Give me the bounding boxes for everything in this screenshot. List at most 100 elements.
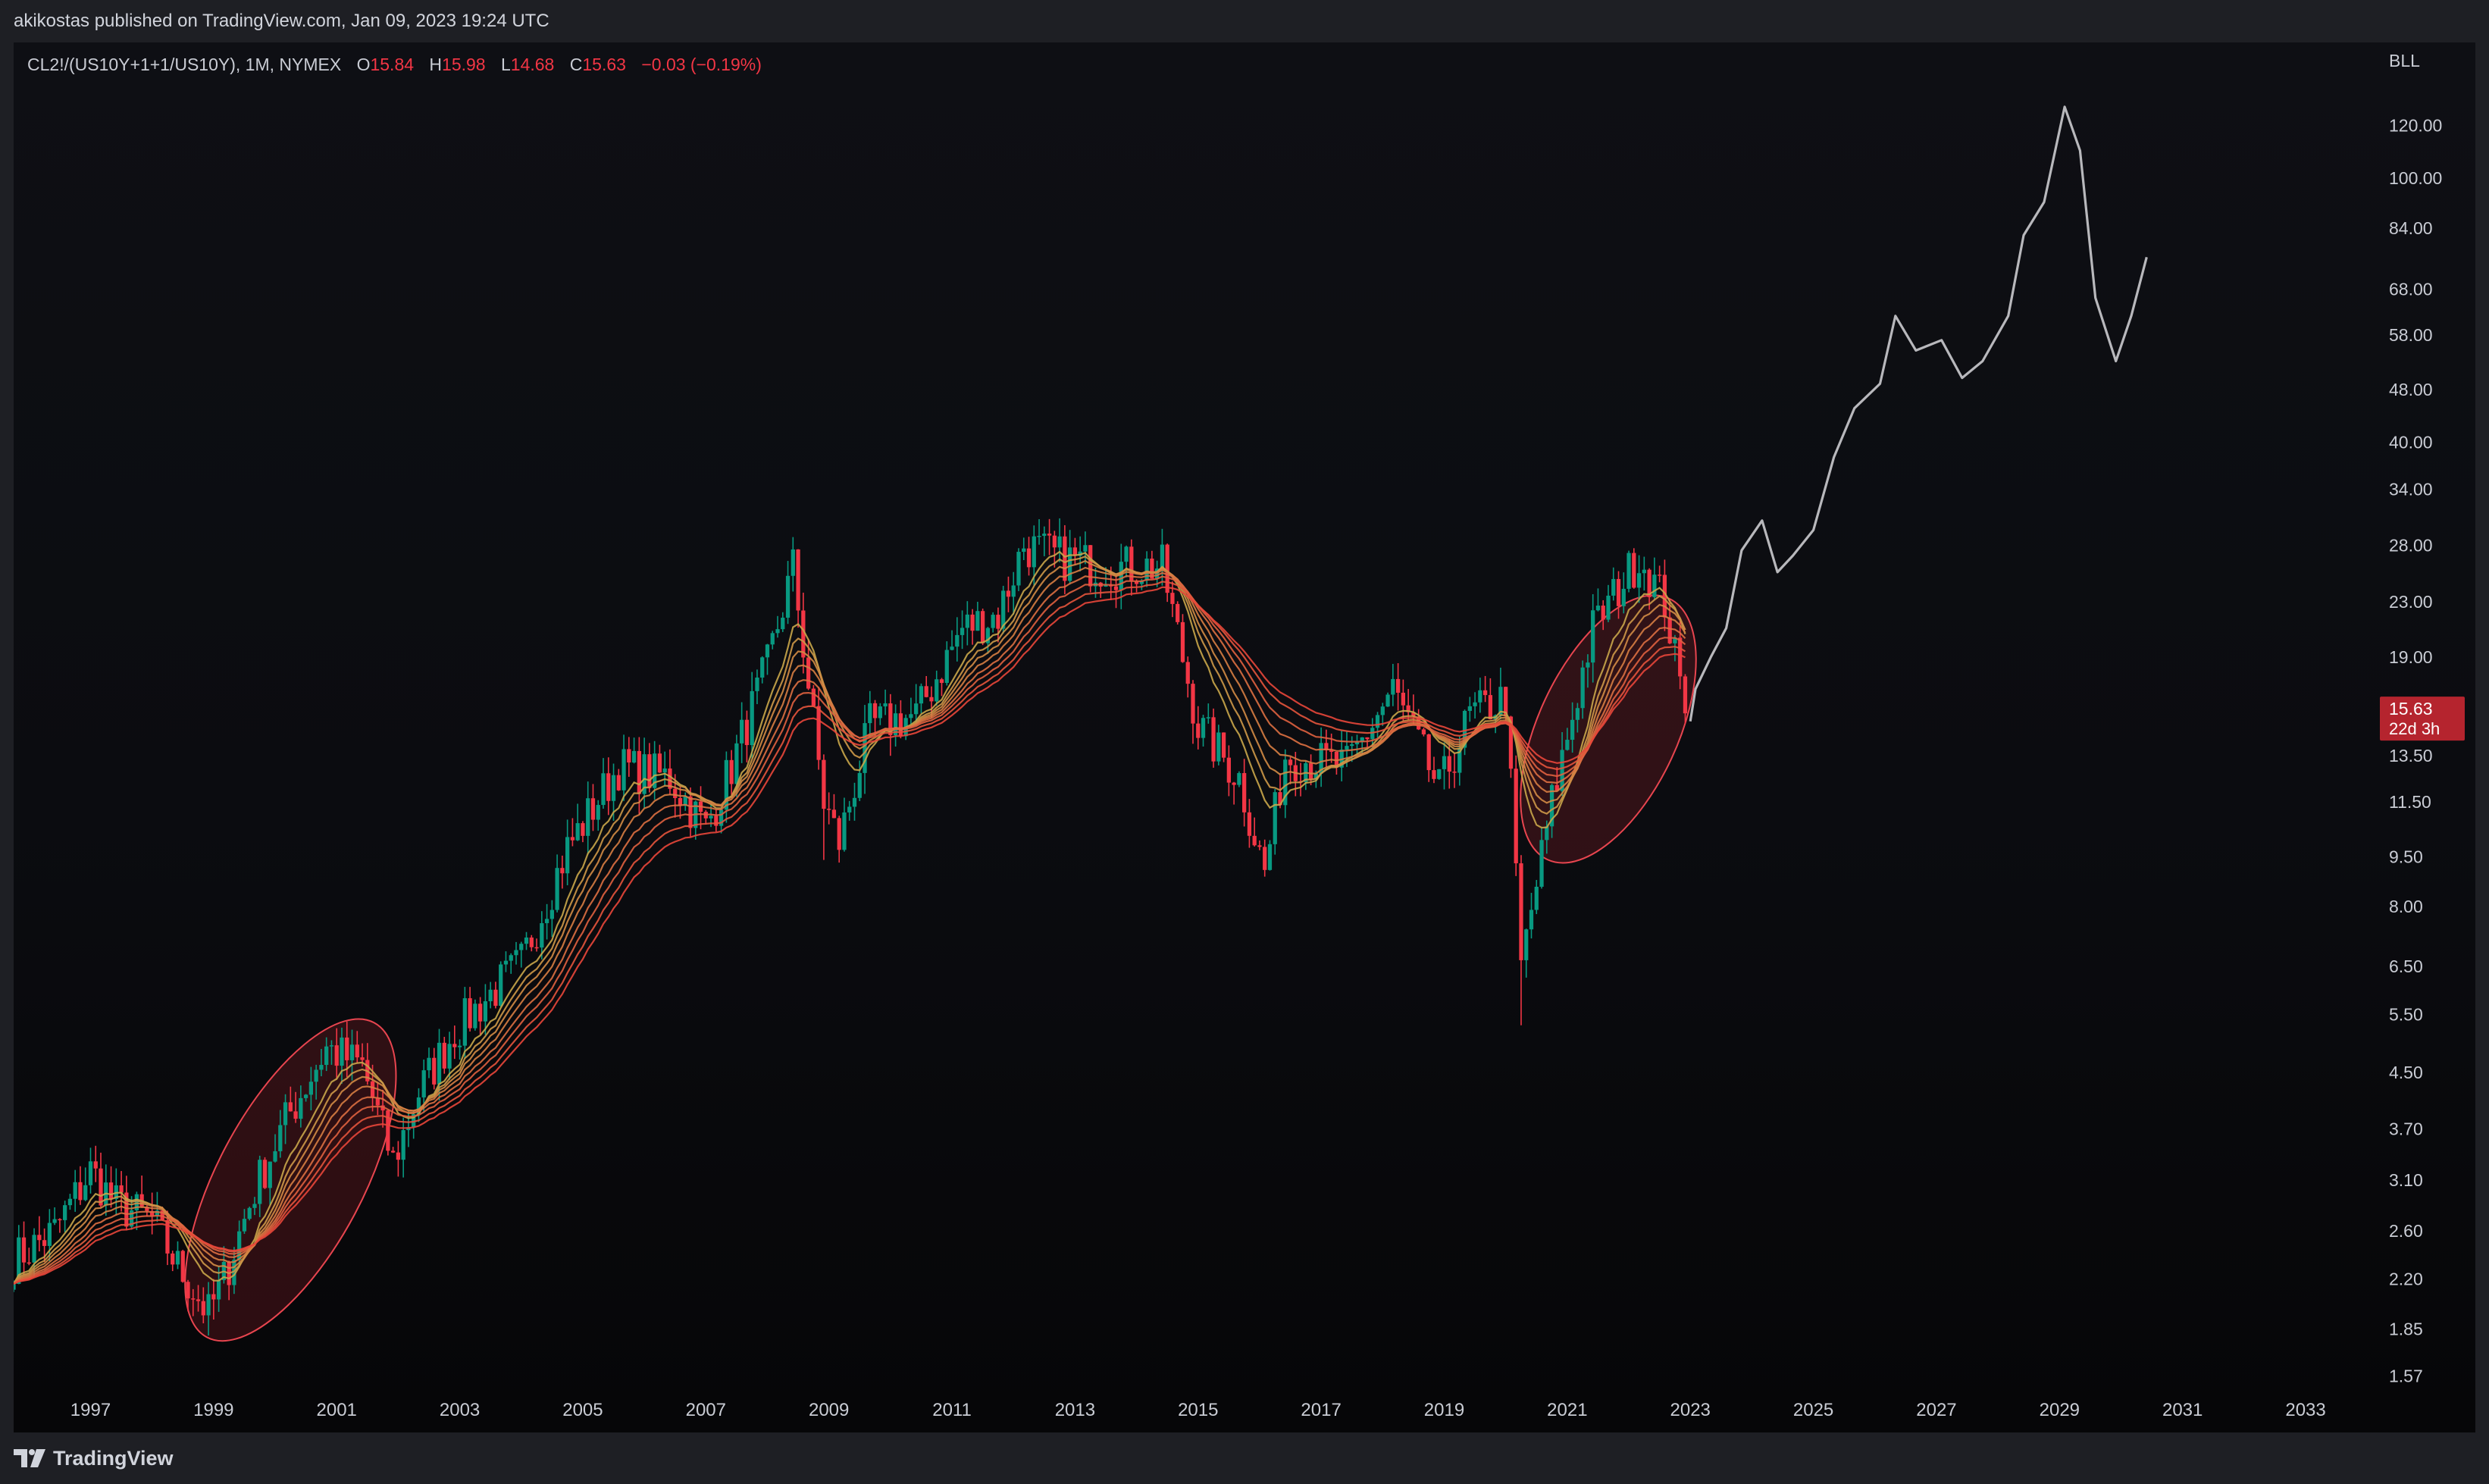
candle-body (781, 617, 785, 630)
candle-body (1621, 588, 1626, 606)
candle-body (1072, 547, 1078, 556)
candle-body (303, 1094, 308, 1098)
candle-body (1288, 759, 1293, 765)
candle-body (1365, 737, 1370, 740)
candle-body (1057, 536, 1062, 548)
time-axis[interactable]: 1997 1999 2001 2003 2005 2007 2009 2011 2013 2015… (70, 1400, 2326, 1420)
candle-body (32, 1235, 36, 1263)
candle-body (935, 679, 939, 702)
candle-body (1129, 546, 1134, 581)
candle-body (1380, 706, 1385, 715)
candle-body (1580, 667, 1585, 709)
candle-body (1375, 715, 1380, 728)
high-value: 15.98 (442, 55, 486, 74)
candle-body (637, 750, 641, 794)
candle-body (852, 797, 857, 807)
candle-body (540, 923, 544, 948)
candle-body (678, 797, 683, 806)
time-tick-label: 2027 (1916, 1400, 1956, 1420)
brand-name: TradingView (53, 1446, 174, 1470)
price-axis[interactable]: BLL 120.00 100.00 84.00 68.00 58.00 48.00 40.00… (2380, 51, 2465, 1386)
candle-body (1683, 676, 1688, 714)
candle-body (1083, 545, 1088, 552)
candle-body (268, 1161, 272, 1188)
candle-body (1678, 637, 1683, 677)
moving-average-ribbon (14, 550, 1686, 1285)
price-chart[interactable]: BLL 120.00 100.00 84.00 68.00 58.00 48.00 40.00… (14, 42, 2475, 1432)
candle-body (421, 1070, 426, 1097)
candle-body (355, 1044, 359, 1058)
candle-body (1586, 662, 1590, 668)
candle-body (955, 634, 960, 647)
candle-body (37, 1235, 42, 1241)
candle-body (416, 1097, 421, 1115)
candle-body (283, 1102, 288, 1126)
candle-body (883, 703, 888, 707)
symbol-legend[interactable]: CL2!/(US10Y+1+1/US10Y), 1M, NYMEX O15.84… (27, 55, 762, 75)
ema-line-30 (14, 575, 1686, 1285)
candle-body (1247, 812, 1252, 836)
candle-body (668, 768, 672, 789)
candle-body (1063, 536, 1067, 581)
candle-body (1180, 621, 1185, 662)
candle-body (888, 703, 893, 736)
candle-body (1242, 773, 1247, 812)
candle-body (980, 611, 985, 643)
candle-body (1447, 756, 1451, 772)
candle-body (729, 759, 734, 784)
candle-body (1016, 552, 1021, 586)
time-tick-label: 2001 (317, 1400, 357, 1420)
candle-body (868, 703, 872, 724)
chart-area[interactable]: BLL 120.00 100.00 84.00 68.00 58.00 48.00 40.00… (14, 42, 2475, 1432)
candle-body (42, 1240, 47, 1246)
candle-body (1165, 544, 1169, 593)
candle-body (831, 809, 837, 819)
candle-body (878, 706, 882, 719)
candle-body (1313, 773, 1318, 780)
candle-body (349, 1044, 355, 1060)
candle-body (1283, 759, 1288, 806)
candle-body (1647, 569, 1652, 597)
price-tick-label: 23.00 (2389, 592, 2433, 612)
candle-body (1273, 792, 1277, 844)
candle-body (683, 796, 687, 806)
candle-body (196, 1299, 201, 1301)
candle-body (262, 1160, 268, 1188)
candle-body (457, 1045, 462, 1047)
candle-body (201, 1301, 205, 1316)
candle-body (806, 657, 811, 689)
candle-body (1652, 575, 1657, 597)
candle-body (1032, 536, 1036, 568)
candle-body (765, 644, 770, 658)
candle-body (827, 809, 831, 810)
candle-body (1052, 535, 1057, 548)
candle-body (744, 719, 750, 746)
candle-body (1504, 687, 1508, 717)
candle-body (1401, 693, 1406, 706)
candle-body (1011, 585, 1016, 597)
candle-body (1345, 746, 1349, 750)
candle-body (724, 759, 728, 810)
candle-body (63, 1205, 67, 1220)
time-tick-label: 2009 (809, 1400, 849, 1420)
time-tick-label: 2029 (2040, 1400, 2080, 1420)
tradingview-logo[interactable]: TradingView (14, 1445, 174, 1472)
candle-body (499, 964, 503, 1007)
candle-body (791, 549, 795, 576)
candle-body (1391, 678, 1395, 695)
price-tick-label: 1.85 (2389, 1319, 2423, 1338)
candle-body (1088, 545, 1093, 587)
candle-body (1170, 593, 1175, 604)
candle-body (1109, 585, 1113, 587)
candle-body (258, 1160, 262, 1204)
price-tick-label: 100.00 (2389, 168, 2442, 188)
candle-body (991, 615, 995, 628)
candle-body (334, 1045, 339, 1066)
symbol-name[interactable]: CL2!/(US10Y+1+1/US10Y), 1M, NYMEX (27, 55, 342, 74)
open-label: O (356, 55, 371, 74)
ema-line-10 (14, 550, 1686, 1285)
candle-body (1498, 687, 1503, 715)
candle-body (478, 1003, 483, 1022)
candle-body (1354, 741, 1360, 745)
candle-body (985, 628, 991, 643)
